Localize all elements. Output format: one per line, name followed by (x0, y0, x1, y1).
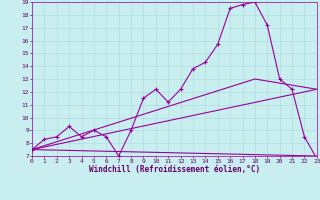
X-axis label: Windchill (Refroidissement éolien,°C): Windchill (Refroidissement éolien,°C) (89, 165, 260, 174)
